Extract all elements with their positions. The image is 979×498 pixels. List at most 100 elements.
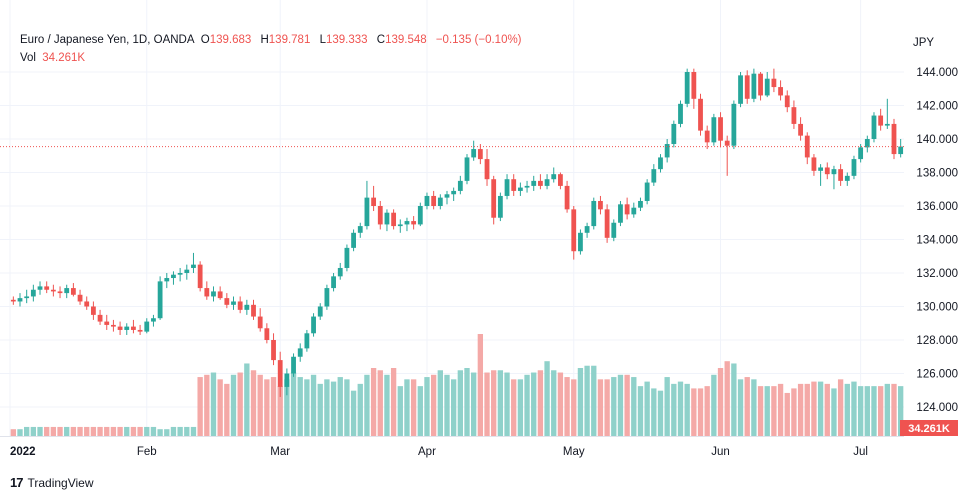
candle [591, 197, 597, 230]
candle [831, 165, 837, 190]
candle-body [598, 200, 603, 210]
volume-bar [57, 426, 63, 436]
candle [684, 68, 690, 108]
volume-bar [684, 383, 690, 436]
volume-bar [751, 379, 757, 436]
volume-bar [264, 379, 270, 436]
volume-bar [864, 386, 870, 436]
high-value: 139.781 [268, 34, 311, 46]
volume-bar [837, 379, 844, 436]
candle [884, 98, 890, 129]
volume-bar [324, 379, 330, 436]
candle [624, 197, 630, 220]
symbol-title[interactable]: Euro / Japanese Yen, 1D, OANDA [20, 34, 195, 46]
candle [90, 301, 96, 320]
volume-bar [90, 426, 97, 436]
volume-bar [410, 379, 417, 436]
candle-body [644, 182, 650, 201]
tradingview-footer[interactable]: 17 TradingView [10, 475, 94, 490]
volume-bar [110, 426, 117, 436]
candle-body [778, 87, 783, 96]
candle-body [497, 195, 503, 218]
volume-bar [104, 426, 110, 436]
candle [778, 80, 783, 101]
candle [97, 309, 103, 325]
candle [437, 194, 443, 210]
close-value: 139.548 [385, 34, 427, 46]
volume-bar [457, 370, 464, 436]
volume-bar [491, 370, 497, 436]
candle [357, 222, 363, 238]
candle [784, 90, 790, 113]
candle [397, 219, 403, 233]
candle-body [824, 167, 830, 175]
candle-body [197, 264, 203, 289]
volume-bar [897, 386, 904, 436]
volume-bar [290, 372, 297, 436]
candle [24, 289, 30, 304]
volume-bar [604, 379, 610, 436]
volume-bar [384, 374, 390, 436]
volume-bar [97, 426, 103, 436]
candle [571, 206, 577, 260]
candle [117, 321, 123, 335]
candle-body [377, 206, 383, 225]
volume-bar [771, 386, 777, 436]
volume-bar [871, 386, 877, 436]
volume-bar [310, 374, 317, 436]
volume-bar [144, 426, 150, 436]
volume-bar [204, 374, 210, 436]
time-axis[interactable]: 2022 Feb Mar Apr May Jun Jul [10, 446, 868, 458]
volume-bar [70, 426, 77, 436]
candle-body [17, 298, 23, 302]
volume-bar [77, 426, 83, 436]
volume-bar [237, 372, 243, 436]
candle-body [811, 157, 817, 171]
candle-body [311, 316, 316, 334]
y-tick-label: 134.000 [916, 235, 958, 247]
legend-ohlc: Euro / Japanese Yen, 1D, OANDA O139.683 … [20, 34, 525, 46]
candle [618, 200, 623, 227]
candle [231, 296, 236, 310]
candle-body [624, 204, 630, 215]
candle [718, 112, 723, 148]
x-tick-label: May [563, 446, 585, 458]
candle [711, 113, 717, 146]
candle [364, 180, 370, 230]
candle [604, 204, 610, 243]
y-tick-label: 138.000 [916, 168, 958, 180]
candle-body [124, 326, 130, 330]
candle [664, 139, 670, 163]
volume-bars [10, 334, 904, 436]
candle [324, 284, 330, 310]
volume-bar [757, 386, 764, 436]
candle [598, 195, 603, 215]
candle [331, 273, 336, 292]
candle [77, 289, 83, 305]
candle-body [738, 75, 743, 104]
volume-badge-value: 34.261K [908, 423, 950, 435]
volume-bar [64, 426, 70, 436]
currency-label: JPY [913, 37, 934, 49]
price-axis[interactable]: 144.000 142.000 140.000 138.000 136.000 134.0… [916, 67, 958, 414]
candle-body [431, 195, 437, 206]
candle [644, 179, 650, 205]
low-label: L [319, 34, 326, 46]
candle-body [237, 301, 243, 310]
high-label: H [260, 34, 269, 46]
volume-bar [484, 372, 490, 436]
candle [878, 108, 884, 131]
volume-bar [784, 392, 790, 436]
volume-bar [844, 383, 850, 436]
volume-bar [257, 374, 263, 436]
candle-body [871, 115, 877, 139]
candle [858, 144, 864, 163]
candle-body [404, 221, 410, 225]
volume-bar [217, 379, 223, 436]
candle-body [578, 232, 583, 252]
volume-bar [797, 383, 804, 436]
tradingview-logo-icon: 17 [10, 475, 24, 490]
volume-bar [857, 386, 864, 436]
candle [131, 319, 136, 334]
